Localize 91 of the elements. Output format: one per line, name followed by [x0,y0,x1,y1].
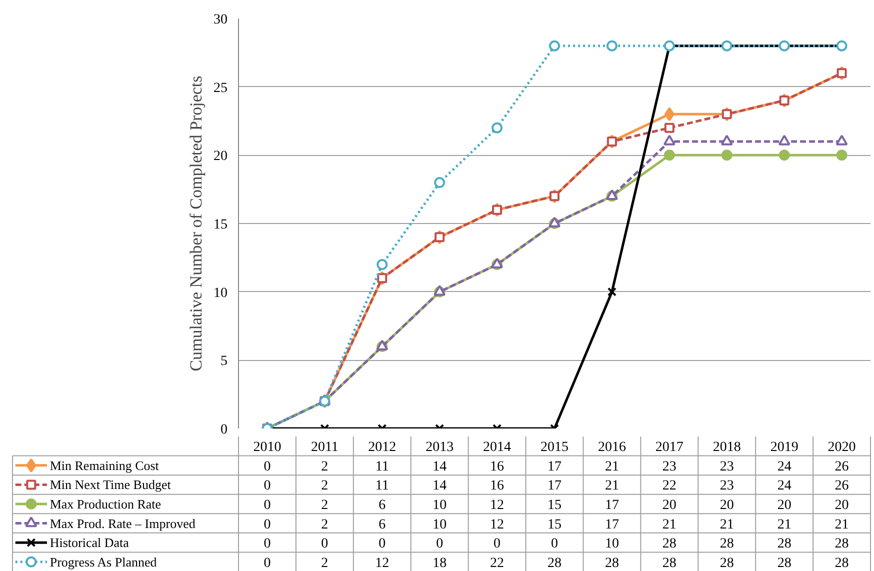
data-label: 18 [432,556,447,571]
legend-label: Min Remaining Cost [50,458,160,473]
x-tick-label: 2010 [253,440,282,456]
data-label: 11 [375,459,389,474]
data-label: 2 [321,517,328,532]
legend-label: Historical Data [50,535,130,550]
data-label: 0 [551,536,558,552]
x-tick-label: 2020 [828,440,856,456]
data-label: 12 [490,517,504,532]
y-tick-label: 15 [214,218,228,232]
y-tick-label: 5 [220,354,228,370]
data-label: 21 [604,478,619,494]
data-label: 0 [378,536,386,552]
legend-label: Max Prod. Rate – Improved [50,516,196,531]
data-label: 28 [662,556,676,571]
data-label: 0 [264,536,271,552]
data-label: 28 [777,556,792,571]
y-tick-label: 10 [214,286,228,301]
data-label: 2 [321,459,328,474]
y-tick-label: 0 [220,422,228,438]
data-label: 17 [604,517,619,532]
data-label: 0 [264,517,271,532]
data-label: 24 [777,459,792,474]
x-tick-label: 2011 [310,440,338,456]
data-label: 0 [264,498,271,513]
data-label: 2 [321,556,328,571]
data-label: 6 [378,498,386,513]
x-tick-label: 2018 [712,440,741,456]
data-label: 24 [777,478,792,494]
data-label: 22 [490,556,504,571]
legend-label: Progress As Planned [50,554,158,570]
data-label: 28 [834,556,849,571]
data-label: 21 [662,517,676,532]
data-label: 28 [834,536,849,552]
data-label: 28 [777,536,792,552]
data-label: 10 [432,498,447,513]
data-label: 14 [432,459,447,474]
y-tick-label: 30 [214,12,228,28]
y-tick-label: 20 [214,149,228,164]
x-tick-label: 2012 [368,440,396,456]
data-label: 15 [548,517,562,532]
legend-label: Max Production Rate [50,496,162,512]
data-label: 28 [662,536,676,552]
data-label: 26 [834,478,849,494]
data-label: 28 [720,536,734,552]
y-axis-title: Cumulative Number of Completed Projects [186,76,206,372]
data-label: 26 [834,459,849,474]
data-label: 0 [436,536,444,552]
data-label: 21 [604,459,619,474]
legend-label: Min Next Time Budget [50,477,172,492]
data-label: 20 [720,498,734,513]
data-label: 10 [604,536,619,552]
data-label: 23 [720,459,734,474]
data-label: 20 [777,498,792,513]
data-label: 2 [321,478,328,494]
data-label: 15 [548,498,562,513]
data-label: 0 [264,556,271,571]
data-label: 0 [321,536,328,552]
data-label: 12 [490,498,504,513]
data-label: 16 [490,478,504,494]
data-label: 0 [264,478,271,494]
data-label: 28 [604,556,619,571]
data-label: 21 [777,517,792,532]
x-tick-label: 2014 [483,440,512,456]
x-tick-label: 2019 [770,440,798,456]
data-label: 17 [548,459,562,474]
y-tick-label: 25 [214,80,228,96]
x-tick-label: 2015 [540,440,568,456]
data-label: 0 [494,536,501,552]
data-label: 23 [662,459,676,474]
data-label: 17 [604,498,619,513]
data-label: 22 [662,478,676,494]
data-label: 0 [264,459,271,474]
data-label: 23 [720,478,734,494]
data-label: 11 [375,478,389,494]
data-label: 28 [720,556,734,571]
data-label: 21 [720,517,734,532]
data-label: 16 [490,459,504,474]
data-label: 2 [321,498,328,513]
data-label: 17 [548,478,562,494]
data-label: 28 [548,556,562,571]
x-tick-label: 2016 [598,440,626,456]
data-label: 20 [662,498,676,513]
x-tick-label: 2013 [426,440,454,456]
data-label: 10 [432,517,447,532]
data-label: 14 [432,478,447,494]
data-label: 21 [834,517,849,532]
data-label: 12 [375,556,390,571]
data-label: 6 [378,517,386,532]
x-tick-label: 2017 [655,440,684,456]
data-label: 20 [834,498,849,513]
